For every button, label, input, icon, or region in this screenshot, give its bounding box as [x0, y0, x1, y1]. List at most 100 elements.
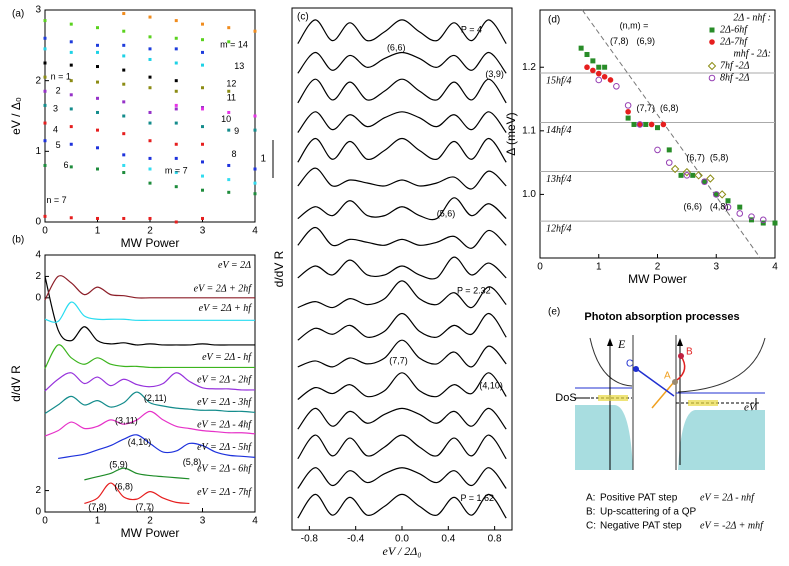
marker	[174, 79, 178, 83]
marker	[122, 153, 126, 157]
y-tick-label: 0	[35, 217, 41, 228]
annotation: (2,11)	[144, 393, 167, 403]
dos-left	[589, 337, 633, 387]
annotation: m = 7	[165, 165, 188, 175]
diagram: (e) Photon absorption processes E DoS eV…	[548, 307, 766, 470]
legend-formula: eV = -2Δ + mhf	[700, 520, 764, 531]
marker	[701, 178, 708, 185]
marker	[43, 19, 47, 23]
x-tick-label: 1	[95, 226, 101, 237]
marker	[712, 191, 720, 198]
marker	[590, 67, 596, 74]
line	[297, 256, 507, 280]
annotation: P = 2.32	[457, 286, 491, 296]
marker	[227, 163, 231, 167]
y-axis-label: Δ (meV)	[504, 112, 518, 155]
marker	[227, 190, 231, 194]
annotation: (6,7)	[686, 153, 705, 163]
marker	[201, 86, 204, 90]
x-tick-label: 4	[772, 262, 778, 273]
panel: (d) 0 1 2 3 4 1.0 1.1 1.2 MW Power Δ (meV) 15hf/4 14…	[504, 9, 778, 286]
marker	[201, 107, 204, 111]
marker	[69, 107, 73, 111]
x-tick-label: -0.8	[301, 534, 319, 545]
marker	[201, 216, 204, 220]
legend-text: Up-scattering of a QP	[600, 507, 696, 518]
marker	[683, 172, 691, 179]
marker	[748, 213, 755, 220]
marker	[613, 83, 620, 90]
annotation: (6,6)	[683, 202, 702, 212]
panel-label: (a)	[12, 9, 24, 20]
marker	[96, 167, 99, 171]
reference-label: 13hf/4	[546, 174, 572, 185]
panel-label: (c)	[297, 12, 309, 23]
x-tick-label: 1	[95, 516, 101, 527]
marker	[148, 15, 152, 19]
series-label: eV = 2Δ - 7hf	[197, 487, 252, 498]
guide-line	[581, 9, 761, 259]
marker	[227, 110, 231, 114]
y-tick-label: 1.2	[522, 62, 536, 73]
marker	[643, 121, 649, 127]
marker	[69, 63, 73, 67]
marker	[596, 64, 602, 70]
annotation: 13	[234, 61, 244, 71]
marker	[43, 214, 47, 218]
series-label: eV = 2Δ - hf	[202, 352, 252, 363]
marker	[637, 121, 643, 128]
marker	[69, 216, 73, 220]
marker	[69, 40, 73, 44]
series-label: eV = 2Δ - 5hf	[197, 442, 252, 453]
marker	[122, 132, 126, 136]
marker	[148, 75, 152, 79]
marker	[227, 178, 231, 182]
marker	[174, 89, 178, 93]
marker	[655, 125, 660, 131]
marker	[174, 36, 178, 40]
marker	[625, 108, 631, 115]
marker	[702, 179, 707, 185]
marker	[174, 19, 178, 23]
annotation: 2	[56, 86, 61, 96]
energy-label: E	[617, 337, 626, 351]
marker	[601, 73, 608, 80]
annotation: (6,8)	[660, 103, 679, 113]
y-axis-label: d/dV R	[272, 250, 286, 287]
legend-key: A:	[586, 493, 595, 504]
marker	[148, 86, 152, 90]
marker	[174, 61, 178, 65]
reference-label: 15hf/4	[546, 75, 572, 86]
panel: (b) 0 1 2 3 4 0 2 0 2 4 MW Power d/dV R eV = 2Δ - 7hf…	[9, 235, 258, 541]
annotation: n = 1	[51, 72, 71, 82]
annotation: (3,9)	[485, 69, 504, 79]
marker	[96, 50, 99, 54]
marker	[578, 45, 584, 51]
y-axis-label: eV / Δ₀	[9, 97, 23, 135]
marker	[625, 115, 631, 121]
panel: (c) -0.8 -0.4 0.0 0.4 0.8 eV / 2Δ₀ d/dV R P = 4 (…	[260, 7, 513, 558]
marker	[631, 121, 637, 127]
marker	[69, 165, 73, 169]
line	[297, 407, 507, 430]
marker	[707, 61, 717, 71]
diagram-title: Photon absorption processes	[584, 311, 739, 323]
series-label: eV = 2Δ	[218, 260, 251, 271]
annotation: (5,8)	[710, 153, 729, 163]
line	[297, 372, 507, 400]
line	[297, 197, 507, 221]
marker	[706, 174, 715, 183]
line	[84, 467, 190, 481]
series-label: eV = 2Δ - 3hf	[197, 397, 252, 408]
panel-label: (d)	[548, 15, 560, 26]
marker	[174, 47, 178, 51]
legend-formula: eV = 2Δ - nhf	[700, 492, 755, 503]
annotation: 12	[226, 79, 236, 89]
legend-label: 7hf -2Δ	[720, 60, 750, 71]
annotation: (3,11)	[115, 415, 138, 425]
x-tick-label: 3	[200, 226, 206, 237]
series-label: eV = 2Δ + 2hf	[194, 284, 253, 295]
marker	[174, 142, 178, 146]
